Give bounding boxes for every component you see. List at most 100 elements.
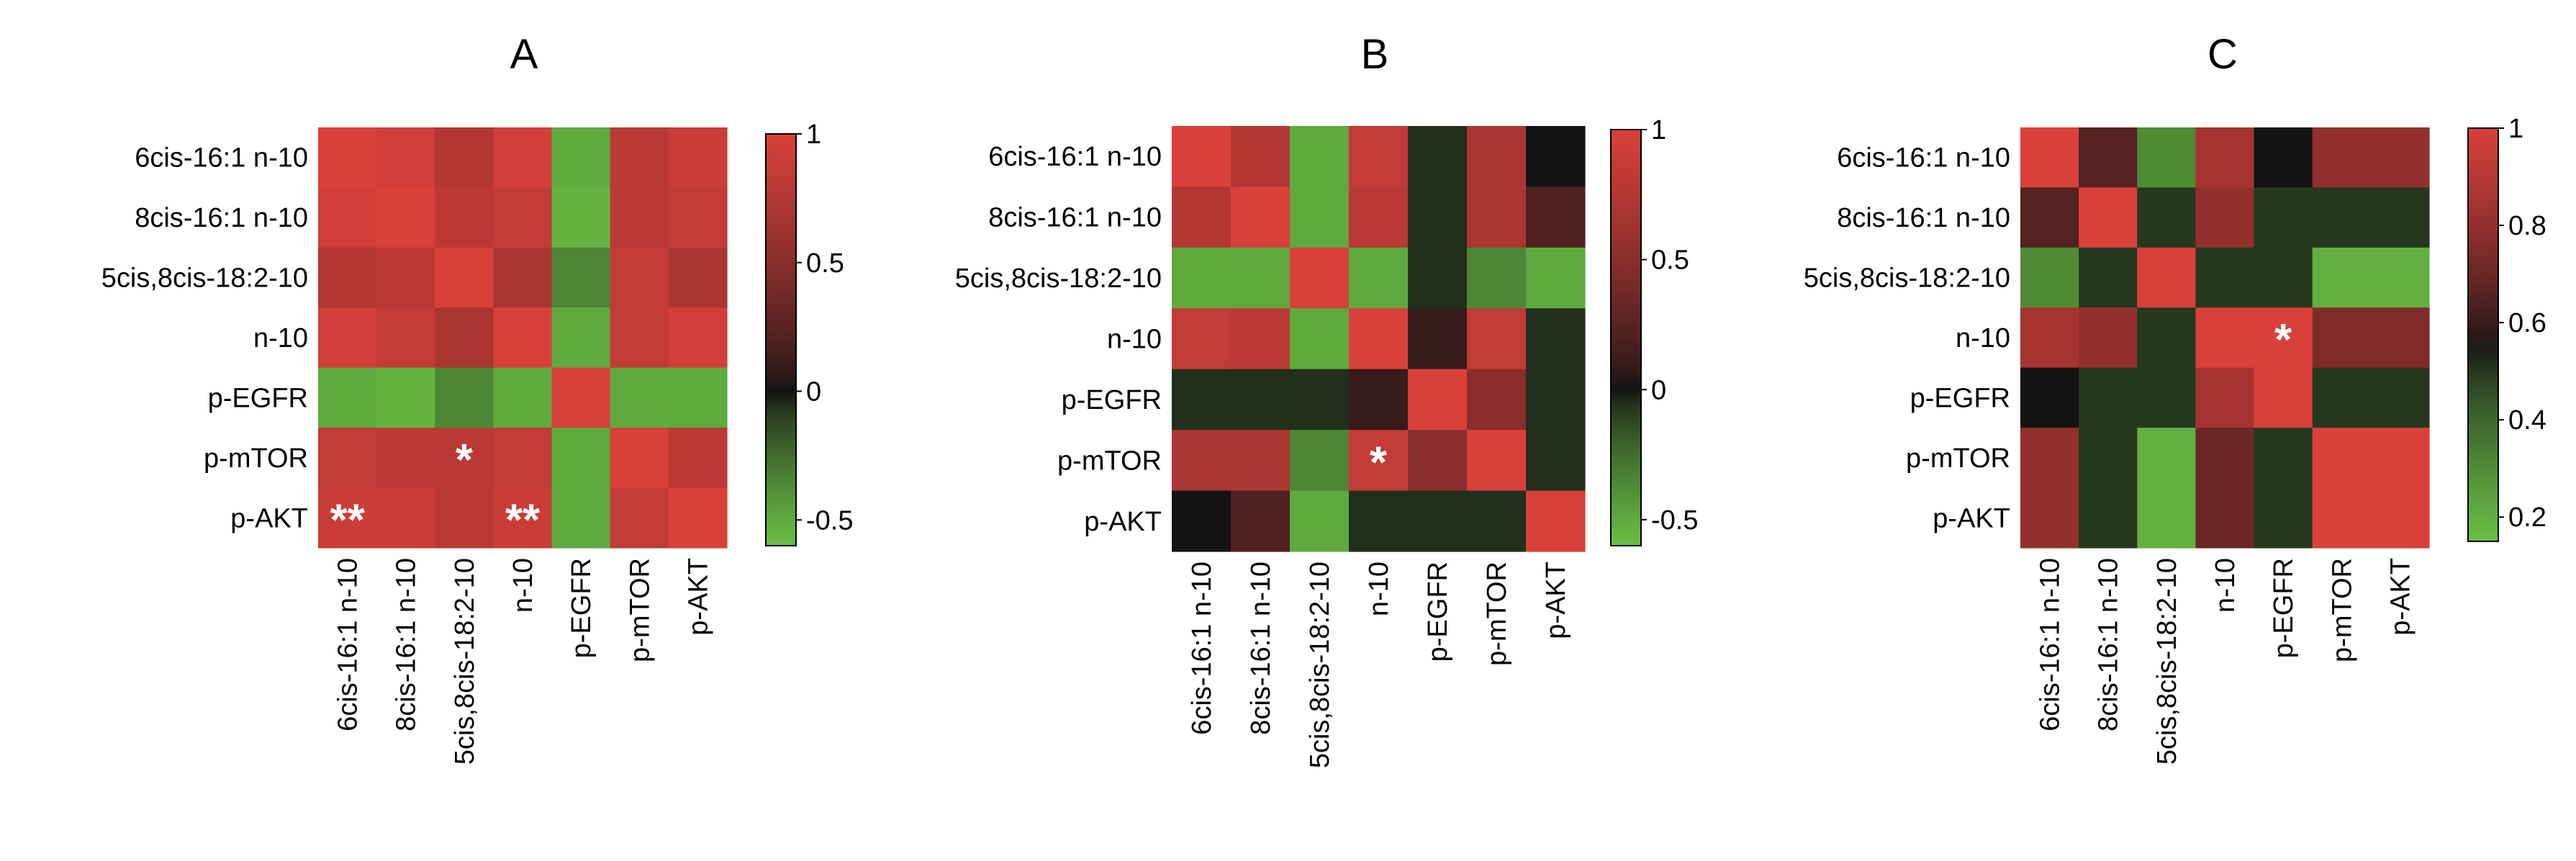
row-label: p-EGFR: [1062, 385, 1162, 415]
heatmap-cell: [1290, 369, 1350, 430]
heatmap-cell: [1290, 490, 1350, 552]
heatmap-cell: [1526, 430, 1586, 492]
column-label: p-mTOR: [2327, 558, 2357, 662]
colorbar: [765, 133, 797, 546]
row-label: 8cis-16:1 n-10: [135, 203, 308, 233]
heatmap-cell: [1408, 369, 1468, 430]
column-label: p-EGFR: [2269, 558, 2299, 658]
heatmap-cell: [2254, 247, 2313, 308]
row-label: p-AKT: [1933, 503, 2010, 533]
colorbar: [2467, 127, 2499, 542]
column-label: n-10: [2210, 558, 2241, 613]
heatmap-cell: [2370, 127, 2430, 189]
heatmap-cell: [551, 247, 611, 308]
heatmap-cell: [2195, 187, 2255, 248]
heatmap-cell: [2137, 367, 2197, 428]
column-label: 8cis-16:1 n-10: [392, 558, 422, 731]
significance-marker: *: [2274, 315, 2292, 365]
heatmap-cell: [2020, 247, 2079, 308]
row-label: 6cis-16:1 n-10: [1837, 143, 2010, 173]
heatmap-cell: [2137, 127, 2197, 189]
row-label: n-10: [1107, 325, 1162, 355]
colorbar-tick-label: 0.8: [2508, 211, 2546, 241]
row-label: p-EGFR: [208, 383, 308, 413]
row-label: p-AKT: [1084, 507, 1162, 537]
heatmap-cell: [318, 487, 377, 549]
heatmap-cell: [1349, 247, 1409, 309]
heatmap-cell: [2254, 428, 2313, 489]
heatmap-cell: [435, 307, 494, 369]
heatmap-cell: [610, 127, 669, 189]
heatmap-cell: [2254, 367, 2313, 428]
heatmap-cell: [2195, 487, 2255, 549]
heatmap-cell: [318, 307, 377, 369]
heatmap-cell: [2079, 127, 2138, 189]
significance-marker: *: [1370, 438, 1388, 487]
significance-marker: **: [330, 495, 365, 545]
heatmap-cell: [2137, 487, 2197, 549]
row-label: 5cis,8cis-18:2-10: [955, 263, 1162, 294]
heatmap-cell: [1172, 369, 1231, 430]
heatmap-cell: [2370, 247, 2430, 308]
heatmap-cell: [2195, 428, 2255, 489]
column-label: p-AKT: [2385, 558, 2415, 636]
column-label: 8cis-16:1 n-10: [1246, 562, 1276, 735]
heatmap-cell: [376, 127, 435, 189]
heatmap-cell: [2370, 367, 2430, 428]
heatmap-cell: [668, 367, 728, 428]
heatmap-cell: [1290, 186, 1350, 248]
column-label: p-mTOR: [625, 558, 655, 662]
column-label: 5cis,8cis-18:2-10: [450, 558, 480, 765]
column-label: 5cis,8cis-18:2-10: [2152, 558, 2182, 765]
heatmap-cell: [2137, 307, 2197, 369]
heatmap-cell: [318, 127, 377, 189]
column-label: p-EGFR: [566, 558, 597, 658]
heatmap-cell: [435, 187, 494, 248]
heatmap-cell: [493, 247, 553, 308]
heatmap-cell: [668, 428, 728, 489]
heatmap-cell: [493, 487, 553, 549]
colorbar-tick-label: 1: [1651, 115, 1666, 145]
colorbar-tick-label: -0.5: [1651, 505, 1698, 536]
heatmap-cell: [1526, 247, 1586, 309]
row-label: p-mTOR: [1057, 446, 1162, 476]
heatmap-cell: [2195, 307, 2255, 369]
heatmap-cell: [2312, 307, 2372, 369]
heatmap-cell: [2370, 428, 2430, 489]
heatmap-cell: [1467, 126, 1527, 188]
heatmap-cell: [610, 487, 669, 549]
heatmap-cell: [2195, 127, 2255, 189]
heatmap-cell: [551, 127, 611, 189]
column-label: 8cis-16:1 n-10: [2094, 558, 2124, 731]
heatmap-cell: [1467, 247, 1527, 309]
column-label: 5cis,8cis-18:2-10: [1305, 562, 1335, 768]
row-label: p-mTOR: [1906, 443, 2010, 474]
column-label: 6cis-16:1 n-10: [1187, 562, 1217, 735]
heatmap-cell: [1349, 186, 1409, 248]
column-label: p-EGFR: [1423, 562, 1453, 662]
heatmap-cell: [1349, 430, 1409, 492]
heatmap-cell: [1290, 430, 1350, 492]
colorbar-tick-label: 1: [806, 120, 821, 150]
heatmap-cell: [1172, 308, 1231, 370]
colorbar-tick-label: 0: [1651, 375, 1666, 405]
colorbar-tick-label: 0: [806, 377, 821, 407]
heatmap-cell: [2370, 187, 2430, 248]
heatmap-cell: [551, 428, 611, 489]
heatmap-cell: [1290, 308, 1350, 370]
heatmap-cell: [1231, 490, 1291, 552]
heatmap-cell: [1408, 186, 1468, 248]
heatmap-cell: [318, 247, 377, 308]
heatmap-cell: [493, 307, 553, 369]
heatmap-cell: [2312, 127, 2372, 189]
row-label: 6cis-16:1 n-10: [135, 143, 308, 173]
heatmap-cell: [318, 187, 377, 248]
heatmap-cell: [435, 487, 494, 549]
heatmap-cell: [493, 127, 553, 189]
heatmap-cell: [1467, 308, 1527, 370]
heatmap-cell: [610, 367, 669, 428]
heatmap-cell: [2079, 307, 2138, 369]
heatmap-cell: [551, 487, 611, 549]
colorbar-tick-label: 0.2: [2508, 502, 2546, 533]
